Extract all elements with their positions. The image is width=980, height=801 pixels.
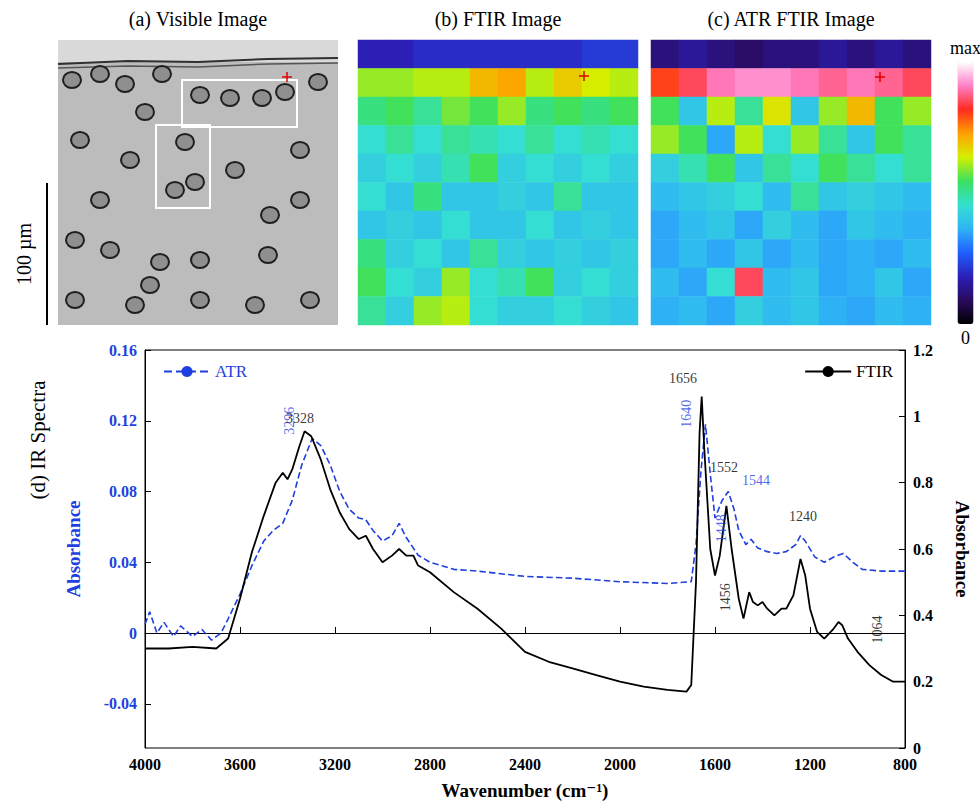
svg-text:Absorbance: Absorbance [952, 500, 973, 597]
svg-text:Absorbance: Absorbance [63, 500, 84, 597]
svg-text:0.4: 0.4 [913, 607, 933, 624]
svg-text:1: 1 [913, 408, 921, 425]
svg-text:100 µm: 100 µm [13, 223, 36, 286]
svg-text:3600: 3600 [224, 756, 256, 773]
svg-text:Wavenumber (cm⁻¹): Wavenumber (cm⁻¹) [442, 780, 609, 801]
svg-text:1.2: 1.2 [913, 342, 933, 359]
svg-text:0.8: 0.8 [913, 474, 933, 491]
svg-text:(c) ATR FTIR Image: (c) ATR FTIR Image [707, 8, 874, 31]
svg-text:1544: 1544 [742, 473, 770, 488]
svg-text:3296: 3296 [282, 407, 297, 435]
svg-text:0.12: 0.12 [109, 412, 137, 429]
svg-text:1600: 1600 [699, 756, 731, 773]
svg-text:3200: 3200 [319, 756, 351, 773]
svg-text:1552: 1552 [710, 460, 738, 475]
svg-text:3328: 3328 [286, 410, 314, 426]
svg-text:0.16: 0.16 [109, 342, 137, 359]
svg-text:0.04: 0.04 [109, 554, 137, 571]
svg-text:0: 0 [129, 625, 137, 642]
svg-text:0.6: 0.6 [913, 541, 933, 558]
svg-text:0.2: 0.2 [913, 673, 933, 690]
svg-text:FTIR: FTIR [856, 362, 894, 381]
svg-text:-0.04: -0.04 [104, 695, 137, 712]
svg-text:0: 0 [961, 328, 970, 348]
svg-text:2400: 2400 [509, 756, 541, 773]
svg-text:1656: 1656 [669, 371, 697, 386]
svg-text:(b) FTIR Image: (b) FTIR Image [435, 8, 562, 31]
svg-text:1448: 1448 [714, 514, 729, 542]
svg-text:800: 800 [893, 756, 917, 773]
svg-text:1200: 1200 [794, 756, 826, 773]
svg-text:1240: 1240 [789, 509, 817, 524]
svg-text:ATR: ATR [215, 362, 248, 381]
svg-text:2800: 2800 [414, 756, 446, 773]
svg-text:0.08: 0.08 [109, 483, 137, 500]
svg-text:(d) IR Spectra: (d) IR Spectra [26, 380, 50, 500]
svg-text:1456: 1456 [718, 583, 733, 611]
svg-text:1064: 1064 [870, 616, 885, 644]
svg-text:2000: 2000 [604, 756, 636, 773]
svg-text:(a) Visible Image: (a) Visible Image [129, 8, 268, 31]
svg-text:1640: 1640 [679, 400, 694, 428]
svg-text:max: max [950, 38, 980, 58]
svg-text:4000: 4000 [129, 756, 161, 773]
svg-text:0: 0 [913, 740, 921, 757]
